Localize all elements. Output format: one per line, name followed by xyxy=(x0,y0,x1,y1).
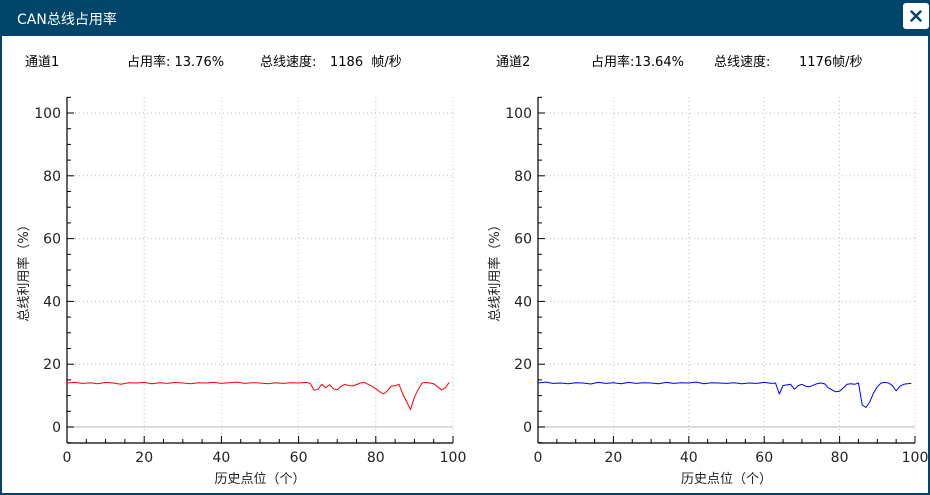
channel-2-speed-value: 1176帧/秒 xyxy=(799,55,863,70)
channel-1-usage: 占用率: 13.76% xyxy=(127,55,225,70)
svg-text:100: 100 xyxy=(505,106,532,122)
svg-text:60: 60 xyxy=(755,450,773,466)
svg-text:60: 60 xyxy=(290,450,308,466)
svg-text:总线利用率（%）: 总线利用率（%） xyxy=(487,218,503,321)
svg-text:100: 100 xyxy=(902,450,929,466)
channel-1-speed-label: 总线速度: xyxy=(260,55,317,70)
svg-text:0: 0 xyxy=(523,420,532,436)
svg-text:20: 20 xyxy=(604,450,622,466)
close-icon xyxy=(910,10,922,22)
title-bar: CAN总线占用率 xyxy=(2,0,930,36)
window-title: CAN总线占用率 xyxy=(17,12,117,28)
svg-text:80: 80 xyxy=(367,450,385,466)
channel-2-usage: 占用率:13.64% xyxy=(591,55,684,70)
svg-text:20: 20 xyxy=(135,450,153,466)
svg-text:0: 0 xyxy=(52,420,61,436)
svg-text:历史点位（个）: 历史点位（个） xyxy=(214,472,305,487)
svg-text:总线利用率（%）: 总线利用率（%） xyxy=(16,218,32,321)
svg-text:100: 100 xyxy=(440,450,467,466)
svg-text:80: 80 xyxy=(514,169,532,185)
channel-2-name: 通道2 xyxy=(496,55,531,70)
svg-text:80: 80 xyxy=(831,450,849,466)
channel-1-name: 通道1 xyxy=(25,55,60,70)
channel-1-speed-value: 1186 帧/秒 xyxy=(330,55,402,70)
svg-text:40: 40 xyxy=(514,294,532,310)
svg-text:100: 100 xyxy=(34,106,61,122)
svg-text:0: 0 xyxy=(63,450,72,466)
svg-text:40: 40 xyxy=(212,450,230,466)
svg-text:40: 40 xyxy=(680,450,698,466)
svg-text:80: 80 xyxy=(43,169,61,185)
svg-text:20: 20 xyxy=(43,357,61,373)
svg-text:60: 60 xyxy=(514,232,532,248)
svg-text:历史点位（个）: 历史点位（个） xyxy=(681,472,772,487)
svg-text:60: 60 xyxy=(43,232,61,248)
channel-2-speed-label: 总线速度: xyxy=(714,55,771,70)
svg-text:0: 0 xyxy=(534,450,543,466)
svg-text:20: 20 xyxy=(514,357,532,373)
close-button[interactable] xyxy=(903,3,929,29)
svg-text:40: 40 xyxy=(43,294,61,310)
